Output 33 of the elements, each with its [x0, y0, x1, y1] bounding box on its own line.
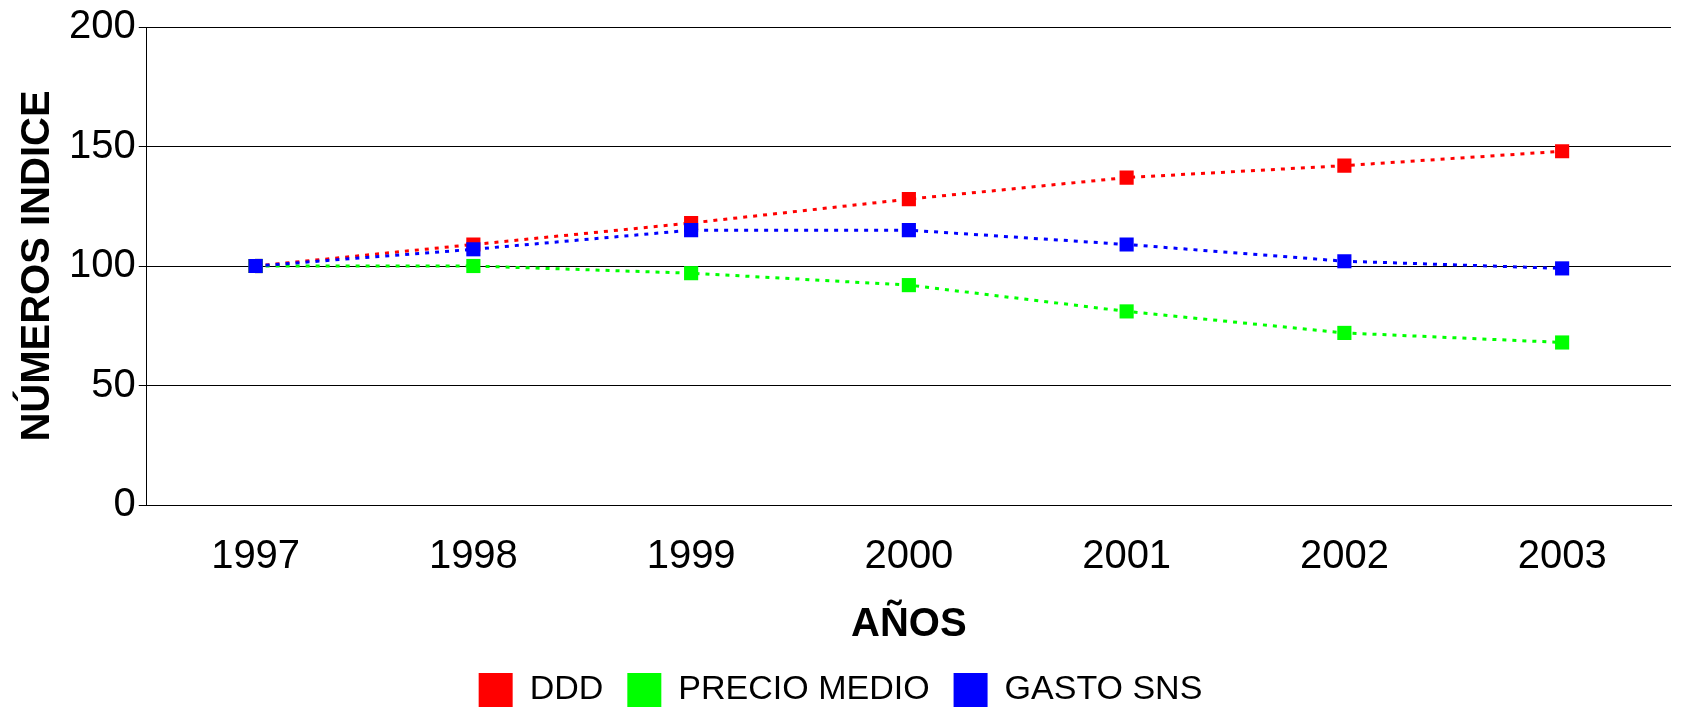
point — [1119, 237, 1134, 252]
point — [901, 278, 916, 293]
point — [466, 258, 481, 274]
x-tick-label: 1999 — [646, 532, 736, 577]
y-tick-label: 200 — [68, 2, 136, 47]
point — [684, 223, 699, 238]
point — [1337, 325, 1352, 340]
y-axis-title: NÚMEROS INDICE — [12, 90, 58, 442]
y-tick-label: 50 — [91, 360, 136, 405]
x-tick-label: 2003 — [1517, 532, 1607, 577]
point — [901, 192, 916, 207]
point — [1337, 158, 1352, 173]
y-tick-label: 0 — [113, 480, 136, 525]
point — [1555, 335, 1570, 350]
x-tick-label: 1997 — [211, 532, 301, 577]
point — [1119, 170, 1134, 185]
point — [1555, 144, 1570, 159]
x-tick-label: 1998 — [428, 532, 518, 577]
point — [1555, 261, 1570, 276]
x-tick-label: 2002 — [1299, 532, 1389, 577]
point — [466, 242, 481, 257]
x-axis-title: AÑOS — [851, 599, 967, 645]
legend-label: GASTO SNS — [1004, 668, 1203, 707]
y-tick-label: 150 — [68, 121, 136, 166]
legend-label: PRECIO MEDIO — [678, 668, 930, 707]
point — [1119, 304, 1134, 319]
point — [684, 266, 699, 281]
x-tick-label: 2001 — [1082, 532, 1172, 577]
point — [1337, 254, 1352, 269]
point — [901, 223, 916, 238]
y-tick-label: 100 — [68, 241, 136, 286]
x-tick-label: 2000 — [864, 532, 954, 577]
legend-label: DDD — [529, 668, 604, 707]
